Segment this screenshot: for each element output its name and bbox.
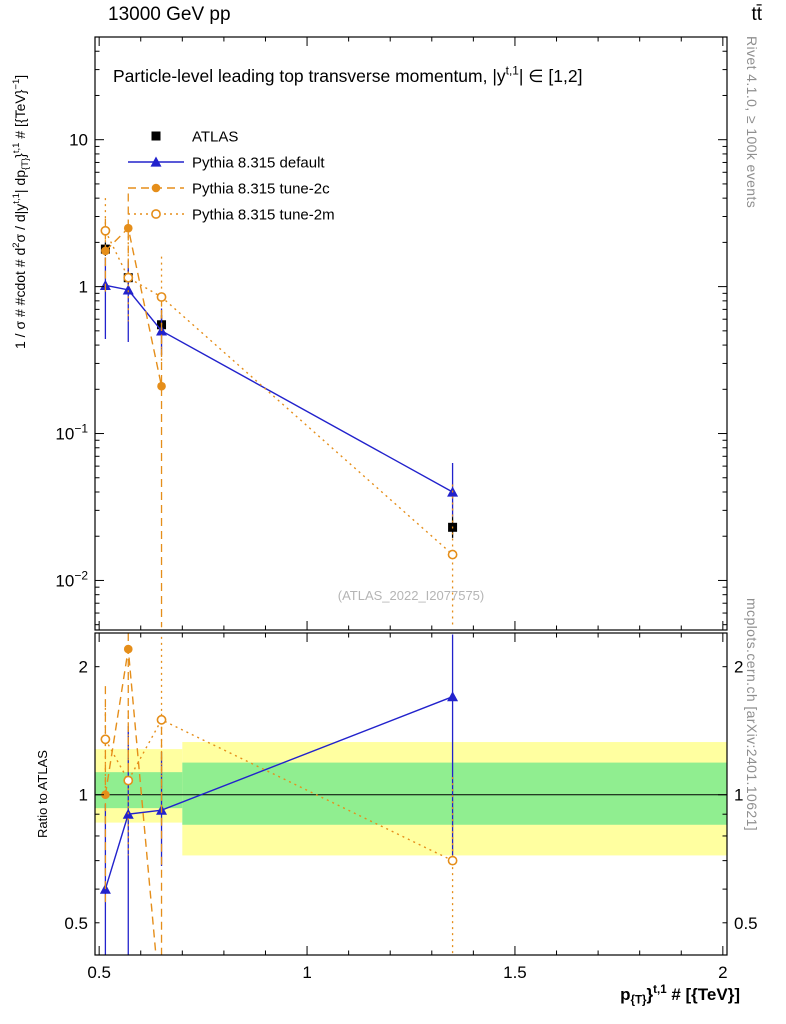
plot-title: Particle-level leading top transverse mo… [113, 64, 582, 86]
svg-text:1: 1 [734, 786, 743, 805]
axis-tick-labels: 10 1 10−1 10−2 2 2 1 1 0.5 0.5 0.5 1 1.5 2 [55, 131, 757, 982]
svg-text:10−2: 10−2 [55, 568, 88, 590]
svg-text:2: 2 [734, 658, 743, 677]
legend-entry-pythia-tune-2m: Pythia 8.315 tune-2m [128, 207, 335, 224]
mcplots-reference-label: mcplots.cern.ch [arXiv:2401.10621] [744, 598, 760, 832]
svg-text:0.5: 0.5 [87, 963, 111, 982]
main-series-pythia-tune-2m [100, 198, 458, 628]
y-axis-label: 1 / σ # #cdot # d2σ / d|yt,1| dp{T}}t,1 … [11, 75, 31, 349]
main-series-pythia-default [99, 257, 459, 518]
main-series-pythia-tune-2c [101, 193, 166, 628]
x-axis-label: p{T}}t,1 # [{TeV}] [620, 984, 740, 1007]
svg-text:2: 2 [718, 963, 727, 982]
svg-text:0.5: 0.5 [64, 914, 88, 933]
svg-text:1: 1 [79, 278, 88, 297]
band-stat-uncertainty [95, 762, 727, 825]
main-series-atlas [100, 242, 458, 538]
svg-text:0.5: 0.5 [734, 914, 758, 933]
svg-text:1.5: 1.5 [503, 963, 527, 982]
legend: ATLAS Pythia 8.315 default Pythia 8.315 tu… [128, 129, 335, 224]
svg-text:10−1: 10−1 [55, 422, 88, 444]
legend-entry-pythia-tune-2c: Pythia 8.315 tune-2c [128, 181, 330, 198]
legend-entry-pythia-default: Pythia 8.315 default [128, 155, 325, 172]
main-panel-frame [94, 36, 728, 631]
beam-energy-label: 13000 GeV pp [108, 4, 231, 25]
ratio-axis-label: Ratio to ATLAS [35, 750, 50, 838]
legend-entry-atlas: ATLAS [151, 129, 238, 146]
ratio-series-pythia-tune-2m [100, 636, 458, 955]
ratio-panel-frame [94, 632, 728, 956]
legend-label-pythia-default: Pythia 8.315 default [192, 155, 325, 172]
ratio-series-pythia-tune-2c [101, 633, 163, 955]
svg-text:2: 2 [79, 658, 88, 677]
legend-label-pythia-tune-2c: Pythia 8.315 tune-2c [192, 181, 330, 198]
svg-text:10: 10 [69, 131, 88, 150]
axis-ticks [95, 36, 727, 955]
rivet-version-label: Rivet 4.1.0, ≥ 100k events [744, 36, 760, 209]
svg-text:1: 1 [302, 963, 311, 982]
legend-label-pythia-tune-2m: Pythia 8.315 tune-2m [192, 207, 335, 224]
process-label: tt̄ [751, 4, 762, 25]
svg-text:1: 1 [79, 786, 88, 805]
legend-label-atlas: ATLAS [192, 129, 238, 146]
analysis-id-watermark: (ATLAS_2022_I2077575) [337, 588, 485, 603]
